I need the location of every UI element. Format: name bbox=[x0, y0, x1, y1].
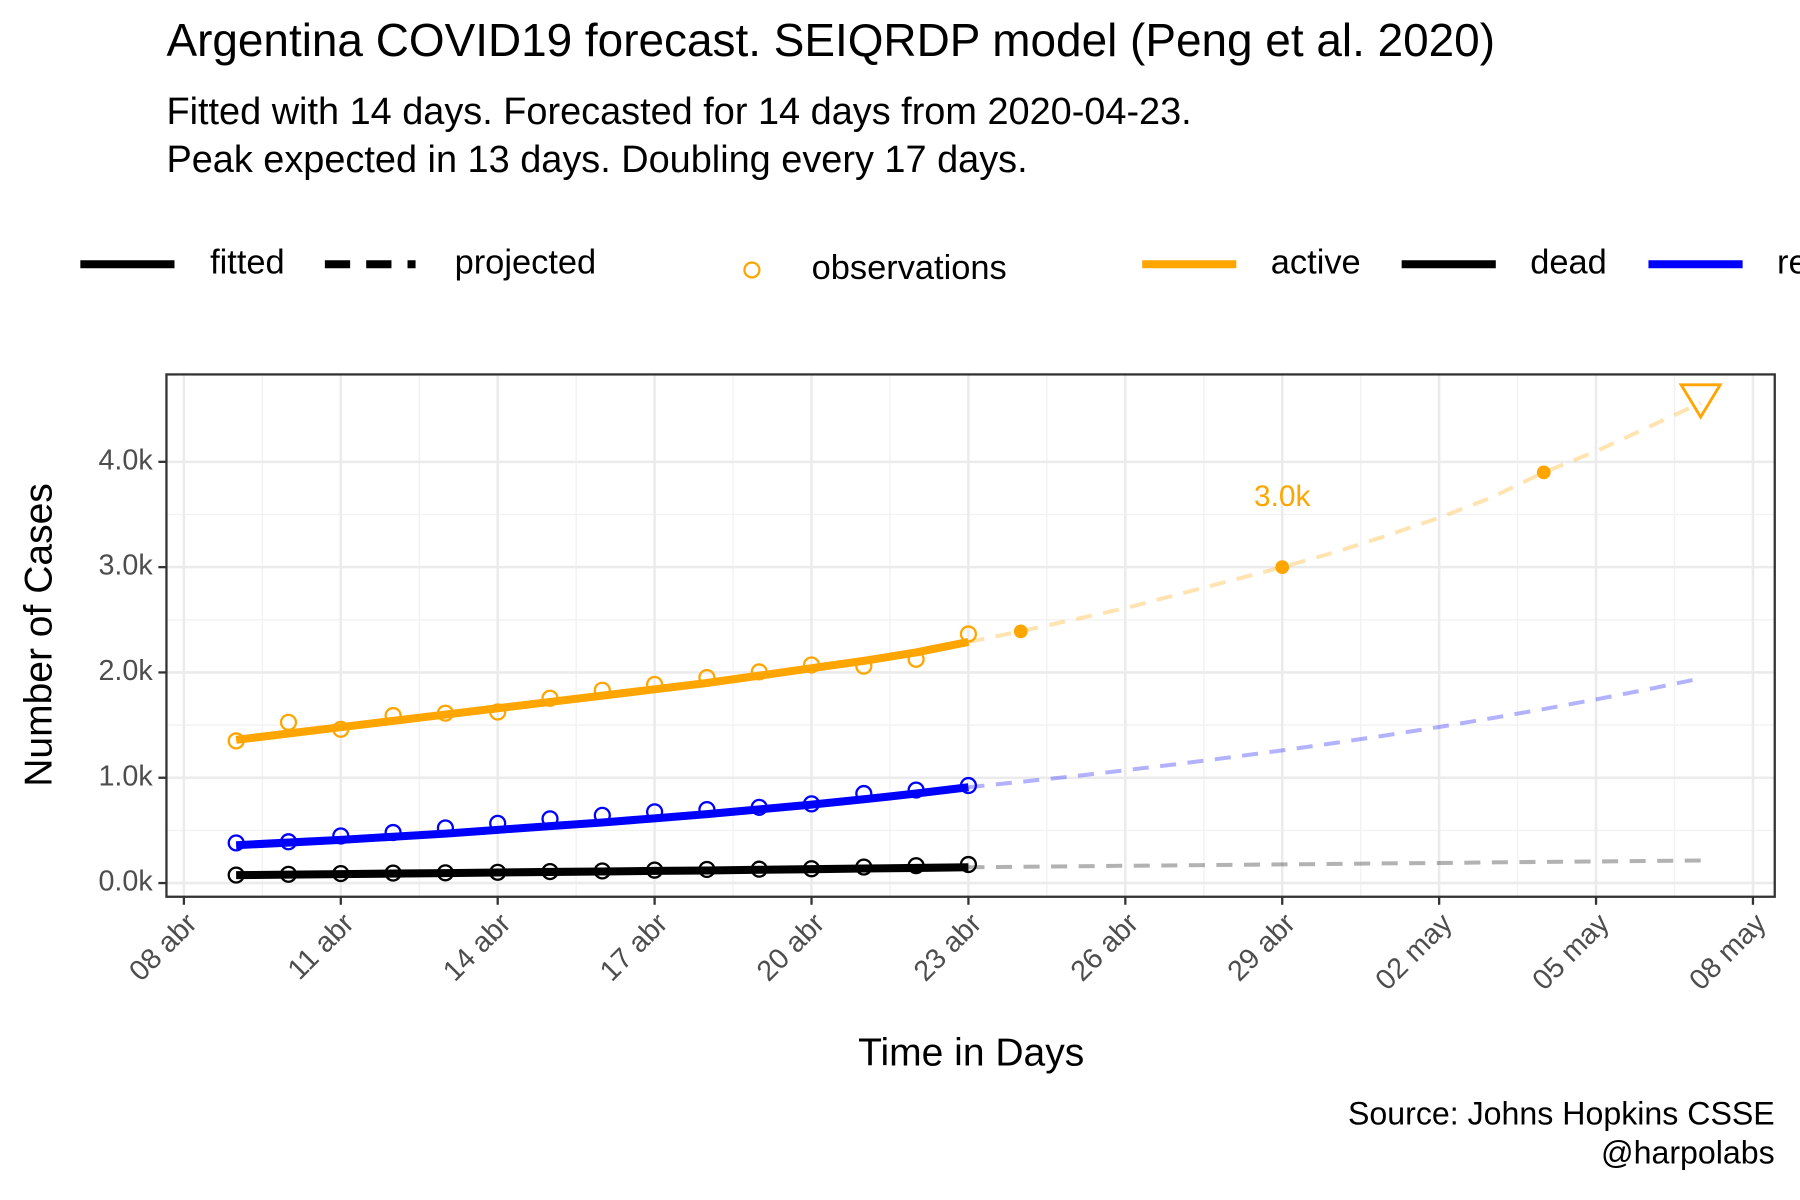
x-tick-label: 08 abr bbox=[123, 907, 203, 987]
legend-label: dead bbox=[1530, 243, 1607, 281]
chart-subtitle: Fitted with 14 days. Forecasted for 14 d… bbox=[166, 91, 1191, 133]
x-tick-label: 29 abr bbox=[1222, 907, 1302, 987]
legend-label: active bbox=[1271, 243, 1361, 281]
caption: @harpolabs bbox=[1601, 1135, 1775, 1171]
observation bbox=[855, 784, 873, 803]
x-tick-label: 17 abr bbox=[594, 907, 674, 987]
observation bbox=[645, 861, 664, 879]
observation bbox=[332, 720, 350, 738]
observation bbox=[489, 814, 507, 832]
observation bbox=[959, 776, 978, 795]
observation bbox=[384, 864, 402, 882]
value-label: 3.0k bbox=[1254, 480, 1310, 513]
observation bbox=[907, 781, 925, 799]
y-axis-title: Number of Cases bbox=[18, 483, 61, 787]
observation bbox=[541, 810, 559, 828]
x-tick-label: 02 may bbox=[1369, 907, 1459, 997]
fitted-line bbox=[235, 637, 970, 744]
observation bbox=[436, 704, 455, 722]
observation bbox=[541, 689, 559, 707]
observation bbox=[227, 732, 245, 750]
observation bbox=[855, 657, 873, 675]
plot-background bbox=[166, 374, 1775, 897]
observation bbox=[802, 795, 821, 813]
legend-label: fitted bbox=[210, 243, 285, 281]
y-tick-label: 1.0k bbox=[98, 760, 153, 792]
observation bbox=[227, 834, 245, 852]
observation bbox=[750, 860, 768, 878]
highlight-point bbox=[1275, 560, 1290, 575]
legend-label: re bbox=[1777, 243, 1800, 281]
x-tick-label: 08 may bbox=[1683, 907, 1773, 997]
observation bbox=[541, 862, 559, 881]
x-axis-title: Time in Days bbox=[858, 1031, 1084, 1074]
observation bbox=[384, 706, 402, 725]
chart-subtitle: Peak expected in 13 days. Doubling every… bbox=[166, 139, 1027, 181]
fitted-line bbox=[236, 863, 969, 880]
y-tick-label: 4.0k bbox=[98, 444, 153, 476]
observation bbox=[593, 862, 611, 880]
observation bbox=[698, 800, 716, 819]
highlight-point bbox=[1013, 624, 1028, 639]
plot-border bbox=[165, 373, 1776, 898]
observation bbox=[332, 864, 350, 883]
observation bbox=[436, 819, 455, 837]
y-tick-label: 3.0k bbox=[98, 550, 153, 582]
y-tick-label: 2.0k bbox=[98, 655, 153, 687]
observation bbox=[279, 833, 298, 851]
chart-title: Argentina COVID19 forecast. SEIQRDP mode… bbox=[166, 14, 1495, 66]
projected-line bbox=[968, 676, 1702, 790]
observation bbox=[279, 713, 298, 731]
observation bbox=[750, 798, 768, 816]
observation bbox=[645, 803, 664, 821]
observation bbox=[802, 860, 821, 878]
projected-line bbox=[968, 858, 1701, 870]
x-tick-label: 14 abr bbox=[437, 907, 517, 987]
legend-label: projected bbox=[455, 243, 597, 281]
observation bbox=[750, 663, 768, 681]
x-tick-label: 20 abr bbox=[751, 907, 831, 987]
y-tick-label: 0.0k bbox=[98, 866, 153, 898]
observation bbox=[593, 681, 611, 699]
observation bbox=[959, 855, 978, 874]
projected-line bbox=[968, 401, 1702, 644]
observation bbox=[959, 625, 978, 643]
x-tick-label: 26 abr bbox=[1065, 907, 1145, 987]
observation bbox=[698, 668, 716, 687]
observation bbox=[645, 675, 664, 694]
observation bbox=[855, 858, 873, 876]
x-tick-label: 05 may bbox=[1526, 907, 1616, 997]
observation bbox=[698, 860, 716, 879]
observation bbox=[489, 863, 507, 881]
observation bbox=[489, 703, 507, 721]
observation bbox=[332, 827, 350, 845]
observation bbox=[593, 806, 611, 824]
observation bbox=[227, 866, 245, 884]
legend-label: observations bbox=[812, 249, 1007, 287]
legend-key bbox=[743, 261, 761, 279]
peak-marker bbox=[1678, 383, 1723, 420]
observation bbox=[802, 656, 821, 674]
observation bbox=[279, 865, 298, 883]
observation bbox=[384, 823, 402, 842]
observation bbox=[436, 864, 455, 882]
observation bbox=[907, 857, 925, 875]
x-tick-label: 11 abr bbox=[282, 907, 361, 986]
caption: Source: Johns Hopkins CSSE bbox=[1348, 1095, 1775, 1131]
highlight-point bbox=[1536, 465, 1551, 480]
observation bbox=[907, 650, 925, 668]
x-tick-label: 23 abr bbox=[908, 907, 988, 987]
